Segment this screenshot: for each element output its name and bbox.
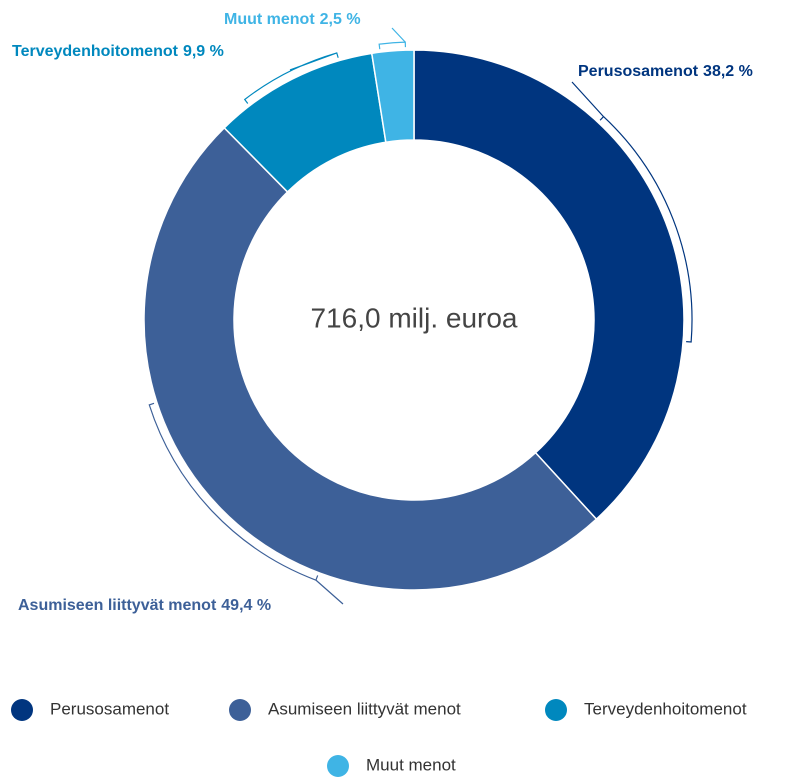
data-label-name: Perusosamenot: [578, 63, 699, 80]
legend-label: Asumiseen liittyvät menot: [268, 699, 461, 718]
slice: [370, 49, 415, 144]
data-label: Terveydenhoitomenot 9,9 %: [12, 43, 224, 60]
leader-line: [571, 81, 693, 343]
slice: [143, 126, 598, 591]
legend-marker: [327, 755, 349, 777]
leader-line: [243, 52, 339, 104]
data-label-value: 49,4 %: [221, 597, 271, 614]
legend-marker: [11, 699, 33, 721]
data-label: Asumiseen liittyvät menot 49,4 %: [18, 597, 271, 614]
data-label-name: Asumiseen liittyvät menot: [18, 597, 217, 614]
data-label: Muut menot 2,5 %: [224, 11, 361, 28]
data-label-name: Muut menot: [224, 11, 315, 28]
legend-marker: [545, 699, 567, 721]
data-label-name: Terveydenhoitomenot: [12, 43, 179, 60]
legend-marker: [229, 699, 251, 721]
data-label-value: 38,2 %: [703, 63, 753, 80]
leader-line: [378, 27, 407, 50]
data-label-value: 2,5 %: [320, 11, 361, 28]
legend-label: Muut menot: [366, 755, 456, 774]
leader-line: [148, 402, 344, 605]
legend-label: Perusosamenot: [50, 699, 169, 718]
slice: [413, 49, 685, 521]
legend-label: Terveydenhoitomenot: [584, 699, 747, 718]
data-label-value: 9,9 %: [183, 43, 224, 60]
data-label: Perusosamenot 38,2 %: [578, 63, 753, 80]
center-label: 716,0 milj. euroa: [310, 302, 517, 333]
